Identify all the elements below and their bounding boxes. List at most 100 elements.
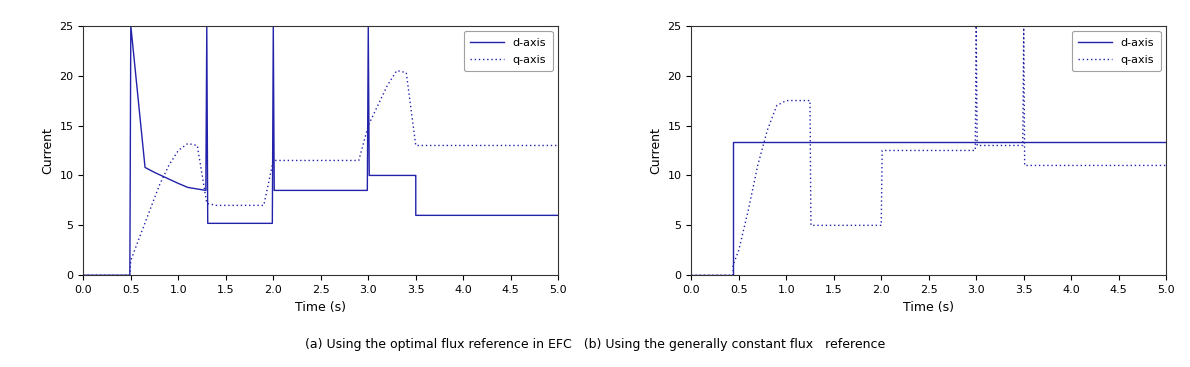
q-axis [970,143,984,148]
q-axis [248,203,262,208]
q-axis [399,70,413,75]
q-axis [875,223,889,228]
d-axis [265,221,280,226]
d-axis [408,173,422,178]
q-axis [760,128,775,133]
Line: q-axis: q-axis [83,70,558,275]
q-axis [228,203,243,208]
d-axis [726,273,740,277]
d-axis [1159,140,1173,145]
q-axis [351,158,365,163]
q-axis [276,158,290,163]
q-axis [171,148,186,153]
q-axis [803,223,818,228]
q-axis [803,98,818,103]
q-axis [789,98,803,103]
q-axis [324,158,338,163]
q-axis [143,208,157,212]
q-axis [726,263,740,268]
q-axis [343,158,357,163]
q-axis [333,158,347,163]
Legend: d-axis, q-axis: d-axis, q-axis [1071,31,1160,71]
d-axis [123,273,137,277]
q-axis [408,143,422,148]
Text: (a) Using the optimal flux reference in EFC   (b) Using the generally constant f: (a) Using the optimal flux reference in … [305,338,885,352]
q-axis [361,123,375,128]
q-axis [257,203,271,208]
d-axis [361,23,375,28]
q-axis [798,98,813,103]
q-axis [969,23,983,28]
Y-axis label: Current: Current [649,127,662,174]
d-axis [148,170,162,175]
Line: q-axis: q-axis [691,26,1166,275]
d-axis [181,185,195,190]
d-axis [551,213,565,218]
q-axis [181,141,195,146]
q-axis [803,98,818,103]
d-axis [265,221,280,226]
q-axis [1016,23,1031,28]
q-axis [741,208,756,212]
q-axis [152,183,167,188]
d-axis [200,23,214,28]
q-axis [238,203,252,208]
q-axis [1017,163,1032,168]
d-axis [267,23,281,28]
q-axis [286,158,300,163]
q-axis [295,158,309,163]
q-axis [751,163,765,168]
q-axis [267,158,281,163]
d-axis [124,23,138,28]
q-axis [770,103,784,108]
q-axis [1015,143,1029,148]
q-axis [875,223,889,228]
d-axis [684,273,699,277]
q-axis [162,163,176,168]
d-axis [171,181,186,186]
q-axis [732,248,746,252]
q-axis [219,203,233,208]
q-axis [389,68,403,73]
q-axis [969,23,983,28]
Line: d-axis: d-axis [83,26,558,275]
d-axis [199,188,213,193]
d-axis [267,188,281,193]
q-axis [133,233,148,237]
q-axis [726,273,740,277]
q-axis [1159,163,1173,168]
d-axis [267,23,281,28]
d-axis [408,213,422,218]
d-axis [76,273,90,277]
q-axis [123,273,137,277]
d-axis [361,188,375,193]
q-axis [209,203,224,208]
d-axis [408,173,422,178]
q-axis [1016,23,1031,28]
d-axis [201,221,215,226]
d-axis [123,273,137,277]
q-axis [875,148,889,153]
X-axis label: Time (s): Time (s) [903,301,954,313]
q-axis [969,148,983,153]
Legend: d-axis, q-axis: d-axis, q-axis [464,31,552,71]
d-axis [200,23,214,28]
q-axis [76,273,90,277]
d-axis [408,173,422,178]
d-axis [362,173,376,178]
X-axis label: Time (s): Time (s) [295,301,346,313]
q-axis [684,273,699,277]
q-axis [124,258,138,262]
d-axis [361,23,375,28]
d-axis [726,140,740,145]
q-axis [969,148,983,153]
d-axis [124,23,138,28]
q-axis [551,143,565,148]
q-axis [200,201,214,206]
q-axis [779,98,794,103]
q-axis [190,143,205,148]
q-axis [1015,143,1029,148]
d-axis [361,188,375,193]
q-axis [380,83,394,88]
d-axis [199,188,213,193]
